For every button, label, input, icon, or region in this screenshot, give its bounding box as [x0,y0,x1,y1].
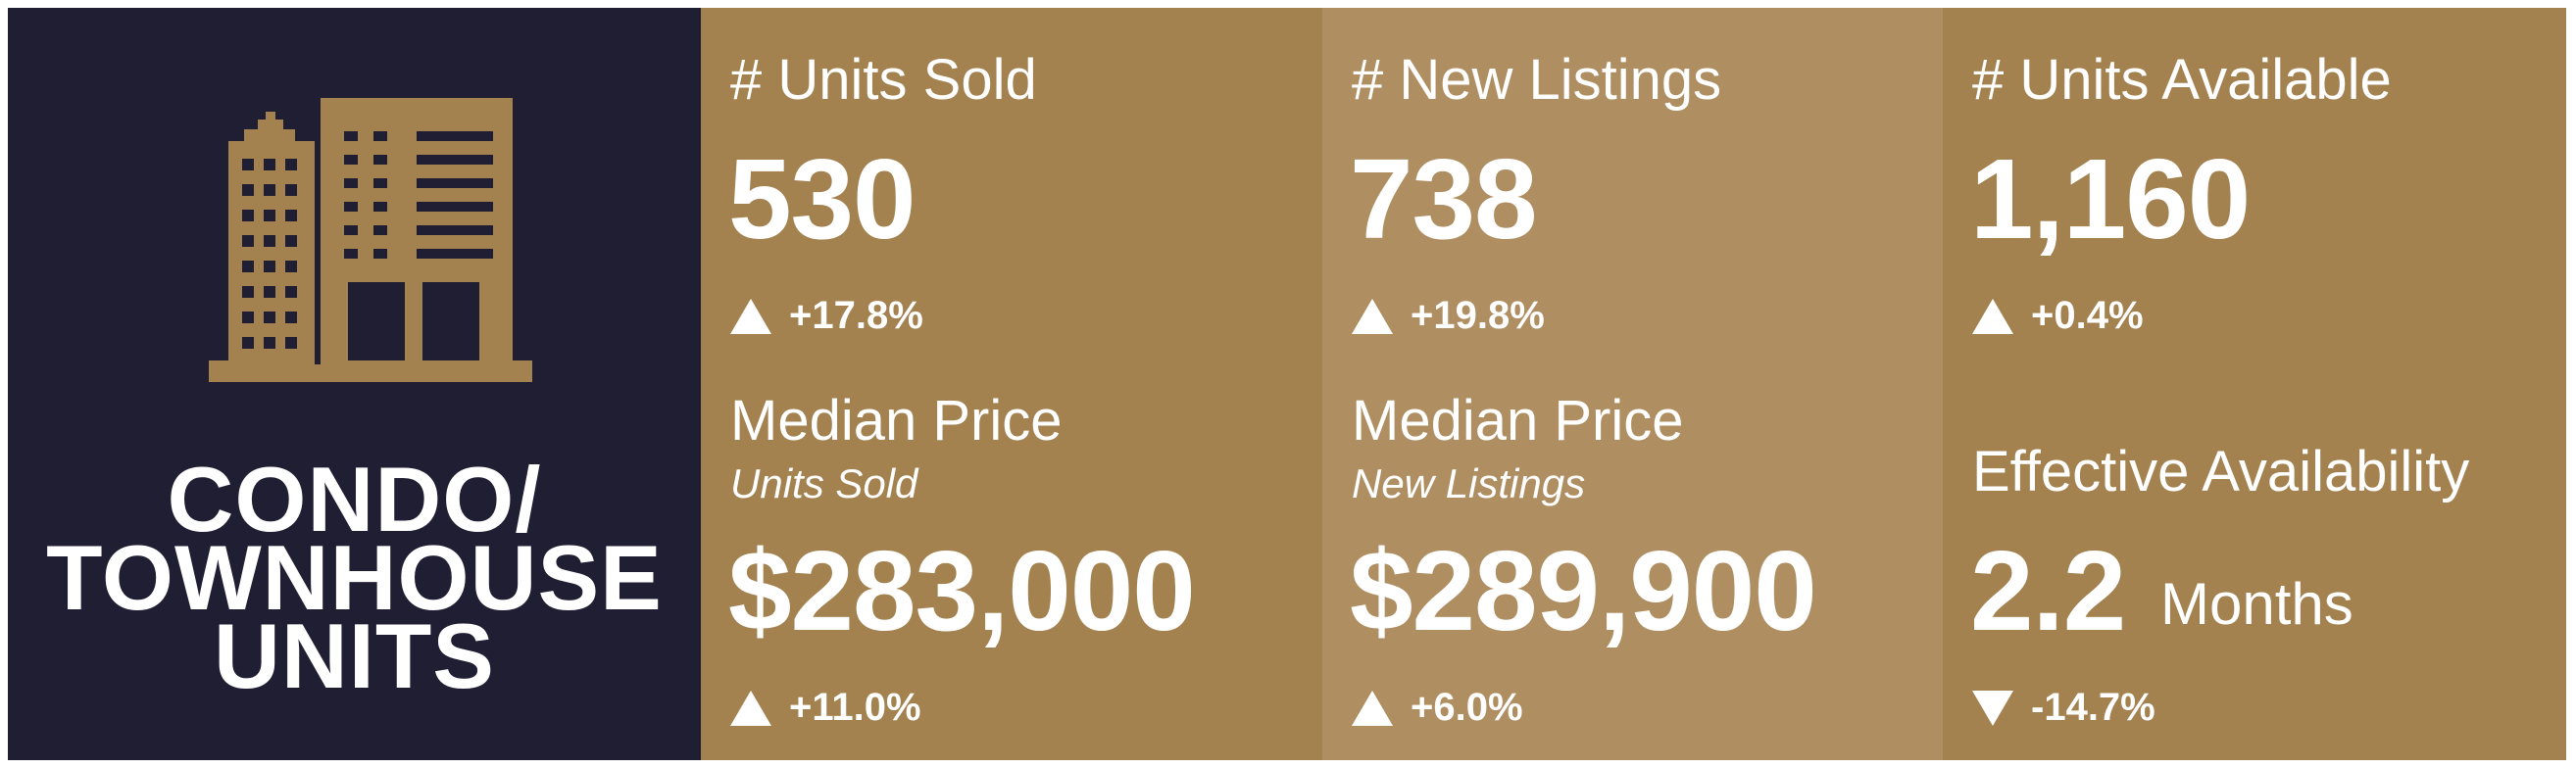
units-available-panel: # Units Available 1,160 +0.4% Effective … [1943,8,2566,760]
effective-availability-unit: Months [2160,571,2353,637]
new-listings-label: # New Listings [1352,48,1722,112]
median-new-change-value: +6.0% [1411,686,1523,729]
median-new-sublabel: New Listings [1352,460,1586,506]
median-new-label: Median Price [1352,389,1684,453]
units-sold-change: +17.8% [730,294,923,338]
new-listings-panel: # New Listings 738 +19.8% Median Price N… [1322,8,1943,760]
units-sold-change-value: +17.8% [789,294,923,337]
median-sold-label: Median Price [730,389,1063,453]
units-sold-panel: # Units Sold 530 +17.8% Median Price Uni… [701,8,1322,760]
building-icon [209,98,532,382]
effective-availability-change: -14.7% [1972,686,2155,730]
triangle-up-icon [1972,298,2013,334]
triangle-up-icon [730,298,771,334]
units-available-label: # Units Available [1972,48,2392,112]
units-available-change-value: +0.4% [2031,294,2144,337]
new-listings-change-value: +19.8% [1411,294,1545,337]
median-sold-sublabel: Units Sold [730,460,918,506]
median-sold-change-value: +11.0% [789,686,921,729]
median-new-value: $289,900 [1350,527,1817,654]
new-listings-value: 738 [1350,135,1538,263]
category-panel: CONDO/ TOWNHOUSE UNITS [8,8,701,760]
category-line-2: TOWNHOUSE [46,526,663,629]
units-sold-label: # Units Sold [730,48,1037,112]
effective-availability-change-value: -14.7% [2031,686,2155,729]
category-line-3: UNITS [214,604,495,707]
units-available-value: 1,160 [1970,135,2251,263]
category-line-1: CONDO/ [167,448,542,551]
median-sold-change: +11.0% [730,686,921,730]
triangle-down-icon [1972,690,2013,726]
category-title: CONDO/ TOWNHOUSE UNITS [8,448,701,707]
triangle-up-icon [1352,690,1393,726]
median-new-change: +6.0% [1352,686,1523,730]
median-sold-value: $283,000 [728,527,1196,654]
effective-availability-value: 2.2 [1970,527,2126,654]
new-listings-change: +19.8% [1352,294,1545,338]
triangle-up-icon [1352,298,1393,334]
triangle-up-icon [730,690,771,726]
stats-banner: CONDO/ TOWNHOUSE UNITS # Units Sold 530 … [8,8,2566,760]
units-sold-value: 530 [728,135,916,263]
units-available-change: +0.4% [1972,294,2144,338]
effective-availability-label: Effective Availability [1972,440,2470,504]
